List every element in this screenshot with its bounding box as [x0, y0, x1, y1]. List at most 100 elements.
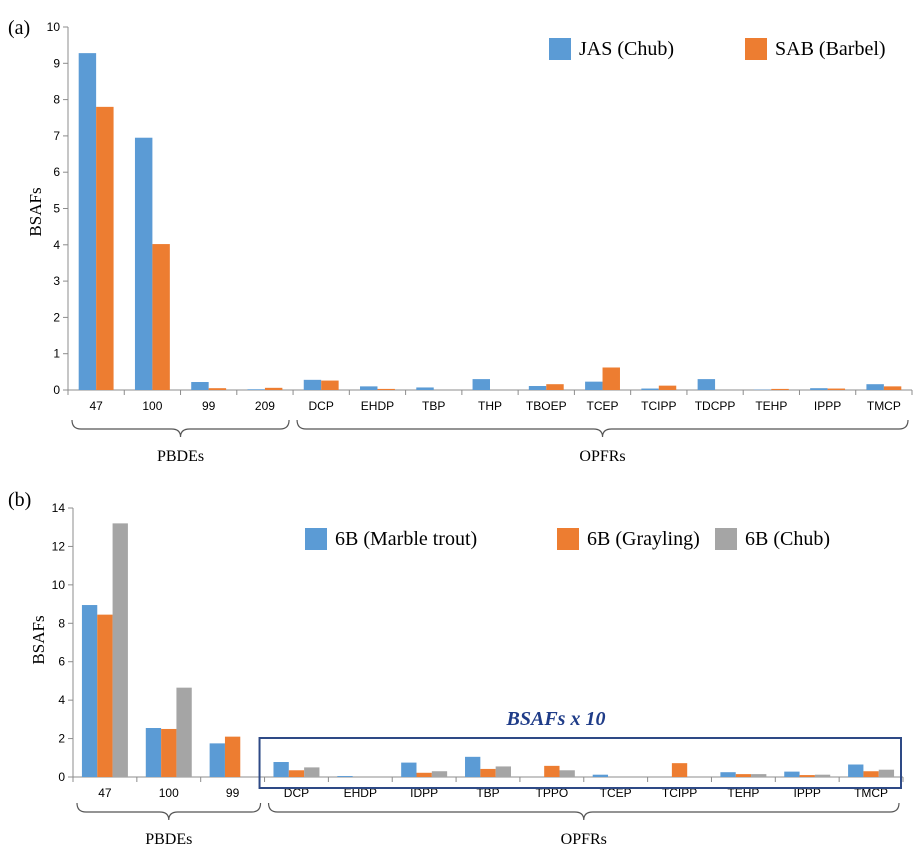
bar-jas-chub--100: [134, 137, 153, 390]
bar-jas-chub--tcipp: [641, 388, 659, 390]
bar-6b-grayling--tcipp: [671, 763, 688, 777]
bar-6b-marble-trout--47: [81, 605, 98, 777]
x-tick-label: TBP: [476, 786, 499, 800]
bar-sab-barbel--dcp: [321, 380, 339, 390]
legend-label: 6B (Grayling): [587, 528, 700, 550]
bar-6b-grayling--ippp: [799, 775, 815, 777]
panel-a-plot: 0 1 2 3 4 5 6 7 8 9 10 47 100 99 209 DCP EHDP TBP THP TBOEP…: [47, 20, 913, 465]
y-tick-label: 3: [53, 274, 60, 288]
bar-sab-barbel--ippp: [827, 388, 846, 390]
legend-label: 6B (Marble trout): [335, 528, 477, 550]
bar-6b-chub--tbp: [495, 766, 511, 777]
x-tick-label: 47: [98, 786, 112, 800]
bar-jas-chub--ippp: [810, 388, 828, 390]
x-tick-label: IPPP: [794, 786, 821, 800]
bar-6b-grayling--tehp: [735, 774, 752, 777]
bar-6b-chub--ippp: [814, 774, 831, 777]
bar-6b-marble-trout--idpp: [401, 762, 417, 777]
bar-6b-grayling--idpp: [416, 772, 432, 777]
bar-jas-chub--47: [78, 53, 97, 391]
legend-swatch: [305, 528, 327, 550]
bar-jas-chub--ehdp: [360, 386, 378, 390]
bar-6b-marble-trout--tcep: [592, 774, 609, 777]
x-tick-label: 47: [89, 399, 103, 413]
y-tick-label: 4: [53, 238, 60, 252]
bar-6b-marble-trout--dcp: [273, 762, 289, 777]
x-tick-label: TBOEP: [526, 399, 567, 413]
x-tick-label: TEHP: [755, 399, 787, 413]
x-tick-label: THP: [478, 399, 502, 413]
x-tick-label: TMCP: [867, 399, 901, 413]
x-tick-label: 99: [226, 786, 240, 800]
x-tick-label: TCEP: [587, 399, 619, 413]
y-tick-label: 7: [53, 129, 60, 143]
y-tick-label: 10: [52, 578, 66, 592]
x-tick-label: EHDP: [344, 786, 377, 800]
group-label: OPFRs: [579, 448, 625, 465]
group-label: PBDEs: [157, 448, 204, 465]
group-brace: [76, 802, 262, 821]
y-tick-label: 8: [58, 616, 65, 630]
x-tick-label: DCP: [309, 399, 334, 413]
panel-a-label: (a): [8, 17, 30, 39]
bar-6b-marble-trout--ippp: [784, 771, 800, 777]
bar-sab-barbel--209: [264, 387, 283, 390]
x-tick-label: 99: [202, 399, 216, 413]
bar-6b-grayling--dcp: [288, 770, 305, 777]
panel-b-annotation: BSAFs x 10: [506, 708, 606, 730]
bar-jas-chub--tcep: [585, 381, 603, 390]
y-tick-label: 4: [58, 693, 65, 707]
bar-6b-marble-trout--tbp: [465, 756, 481, 777]
bar-6b-grayling--47: [97, 614, 113, 777]
bar-6b-chub--idpp: [431, 771, 448, 777]
bar-6b-marble-trout--99: [209, 743, 225, 777]
group-label: OPFRs: [561, 831, 607, 848]
bar-jas-chub--99: [191, 382, 209, 390]
y-tick-label: 0: [53, 383, 60, 397]
bar-sab-barbel--tcipp: [658, 385, 677, 390]
group-brace: [296, 419, 909, 438]
y-tick-label: 2: [58, 732, 65, 746]
bar-sab-barbel--tmcp: [883, 386, 902, 390]
x-tick-label: 100: [159, 786, 179, 800]
bar-6b-marble-trout--ehdp: [337, 776, 353, 777]
bar-sab-barbel--ehdp: [377, 388, 395, 390]
x-tick-label: EHDP: [361, 399, 394, 413]
bar-jas-chub--tdcpp: [697, 379, 716, 390]
x-tick-label: IPPP: [814, 399, 841, 413]
group-brace: [267, 802, 900, 821]
x-tick-label: TMCP: [854, 786, 888, 800]
bar-6b-chub--tehp: [751, 774, 767, 777]
x-tick-label: 100: [142, 399, 162, 413]
x-tick-label: TEHP: [727, 786, 759, 800]
bar-jas-chub--tmcp: [866, 384, 884, 390]
y-tick-label: 8: [53, 93, 60, 107]
bar-6b-marble-trout--100: [145, 728, 162, 777]
y-tick-label: 5: [53, 202, 60, 216]
bar-jas-chub--tbp: [416, 387, 434, 390]
panel-b-ylabel: BSAFs: [29, 615, 48, 664]
bar-6b-grayling--tmcp: [863, 771, 879, 777]
bar-6b-chub--100: [176, 687, 192, 777]
x-tick-label: TDCPP: [695, 399, 736, 413]
y-tick-label: 9: [53, 56, 60, 70]
group-label: PBDEs: [145, 831, 192, 848]
x-tick-label: TCIPP: [641, 399, 676, 413]
x-tick-label: DCP: [284, 786, 309, 800]
group-brace: [71, 419, 290, 438]
legend-label: 6B (Chub): [745, 528, 830, 550]
x-tick-label: IDPP: [410, 786, 438, 800]
bar-6b-grayling--99: [224, 736, 241, 777]
legend-swatch: [745, 38, 767, 60]
y-tick-label: 6: [53, 165, 60, 179]
x-tick-label: TBP: [422, 399, 445, 413]
bar-6b-grayling--tppo: [544, 765, 560, 777]
bar-jas-chub--tboep: [528, 386, 547, 390]
bar-jas-chub--209: [247, 389, 265, 390]
bar-sab-barbel--99: [208, 388, 227, 390]
x-tick-label: 209: [255, 399, 275, 413]
bar-6b-grayling--100: [161, 728, 177, 777]
x-tick-label: TCEP: [600, 786, 632, 800]
panel-b-plot: 0 2 4 6 8 10 12 14 47 100 99 DCP EHDP IDPP TBP TPPO TCEP…: [52, 501, 904, 848]
bar-sab-barbel--100: [152, 244, 170, 390]
